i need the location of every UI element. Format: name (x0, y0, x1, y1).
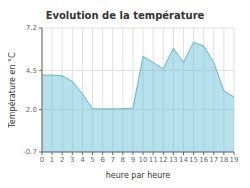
svg-text:9: 9 (131, 156, 135, 164)
svg-text:-0.7: -0.7 (23, 148, 37, 156)
svg-text:16: 16 (199, 156, 208, 164)
svg-text:7: 7 (111, 156, 115, 164)
svg-text:0: 0 (40, 156, 44, 164)
svg-text:10: 10 (139, 156, 148, 164)
svg-text:5: 5 (90, 156, 94, 164)
svg-text:8: 8 (121, 156, 125, 164)
svg-text:19: 19 (230, 156, 239, 164)
svg-text:13: 13 (169, 156, 178, 164)
svg-text:1: 1 (50, 156, 54, 164)
svg-text:2: 2 (60, 156, 64, 164)
svg-text:6: 6 (100, 156, 105, 164)
svg-text:3: 3 (70, 156, 74, 164)
svg-text:14: 14 (179, 156, 188, 164)
svg-text:15: 15 (189, 156, 198, 164)
svg-text:17: 17 (209, 156, 218, 164)
svg-text:7.2: 7.2 (26, 24, 37, 32)
html-text:Evolution de la température: Evolution de la température (45, 10, 205, 21)
svg-text:4.5: 4.5 (26, 67, 37, 75)
svg-text:18: 18 (219, 156, 228, 164)
svg-text:11: 11 (149, 156, 158, 164)
svg-text:2.0: 2.0 (26, 106, 37, 114)
svg-text:Température en °C: Température en °C (8, 52, 17, 129)
svg-text:heure par heure: heure par heure (106, 171, 171, 180)
svg-text:4: 4 (80, 156, 85, 164)
svg-text:12: 12 (159, 156, 168, 164)
